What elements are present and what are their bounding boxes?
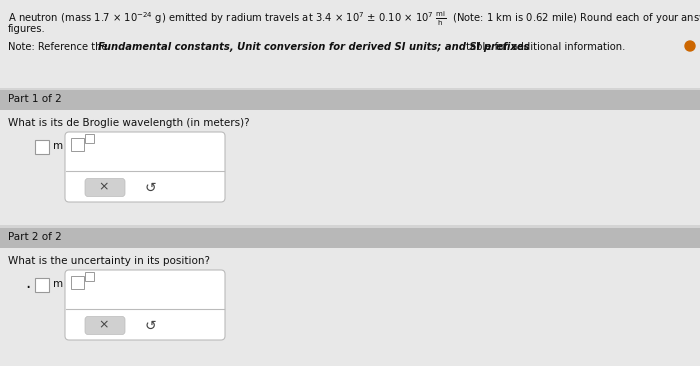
Circle shape	[685, 41, 695, 51]
FancyBboxPatch shape	[65, 270, 225, 340]
FancyBboxPatch shape	[65, 132, 225, 202]
Text: What is its de Broglie wavelength (in meters)?: What is its de Broglie wavelength (in me…	[8, 118, 250, 128]
Bar	[0, 248, 700, 366]
FancyBboxPatch shape	[85, 317, 125, 335]
Bar	[0, 0, 700, 88]
Bar	[0, 228, 700, 248]
Text: ↺: ↺	[145, 318, 157, 332]
Text: m: m	[53, 279, 63, 289]
Text: ·: ·	[25, 279, 30, 297]
Text: table for additional information.: table for additional information.	[463, 42, 625, 52]
Bar	[35, 278, 49, 292]
Bar	[85, 134, 94, 143]
Bar	[35, 140, 49, 154]
Text: Part 2 of 2: Part 2 of 2	[8, 232, 62, 242]
Text: Part 1 of 2: Part 1 of 2	[8, 94, 62, 104]
Text: ×: ×	[98, 318, 108, 332]
Text: Note: Reference the: Note: Reference the	[8, 42, 111, 52]
Bar	[0, 110, 700, 225]
Bar	[0, 90, 700, 110]
Text: What is the uncertainty in its position?: What is the uncertainty in its position?	[8, 256, 210, 266]
FancyBboxPatch shape	[85, 179, 125, 197]
Bar	[71, 276, 84, 289]
Bar	[85, 272, 94, 281]
Text: figures.: figures.	[8, 24, 46, 34]
Text: Fundamental constants, Unit conversion for derived SI units; and SI prefixes: Fundamental constants, Unit conversion f…	[98, 42, 530, 52]
Text: ↺: ↺	[145, 180, 157, 194]
Bar	[71, 138, 84, 151]
Text: A neutron (mass 1.7 $\times$ 10$^{-24}$ g) emitted by radium travels at 3.4 $\ti: A neutron (mass 1.7 $\times$ 10$^{-24}$ …	[8, 10, 700, 28]
Text: m: m	[53, 141, 63, 151]
Text: ×: ×	[98, 180, 108, 194]
